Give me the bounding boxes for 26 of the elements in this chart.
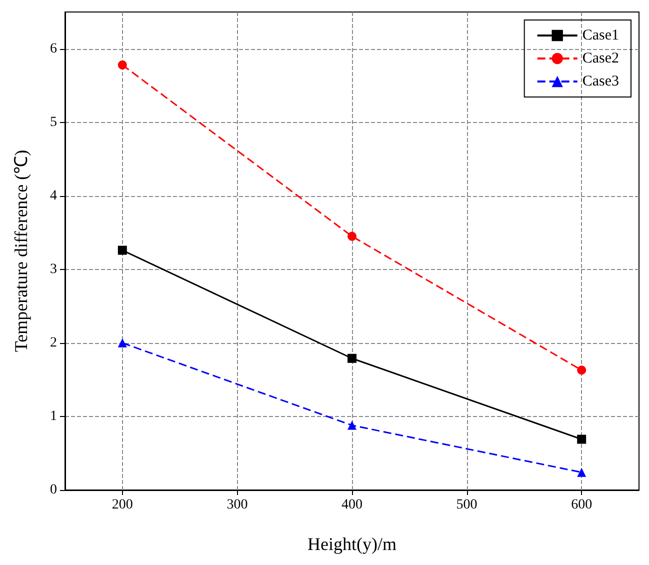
point: [577, 366, 586, 375]
legend-label: Case2: [582, 50, 620, 66]
point: [348, 420, 356, 430]
legend-label: Case1: [582, 28, 620, 44]
y-tick-label: 1: [50, 408, 57, 424]
point: [577, 434, 586, 444]
y-tick-label: 2: [50, 335, 57, 350]
x-tick-label: 400: [342, 498, 362, 512]
x-tick-label: 200: [112, 498, 133, 512]
legend-label: Case3: [582, 74, 620, 90]
y-tick-label: 6: [50, 41, 57, 56]
y-tick-label: 0: [50, 482, 57, 498]
point: [118, 246, 127, 255]
point: [577, 468, 586, 477]
x-tick-label: 300: [226, 498, 248, 512]
point: [348, 354, 356, 363]
y-tick-label: 5: [50, 114, 57, 130]
x-tick-label: 500: [456, 498, 478, 512]
x-axis-title: Height(y)/m: [308, 534, 396, 554]
y-axis-title: Temperature difference (℃): [11, 150, 31, 352]
point: [348, 232, 356, 241]
y-tick-label: 4: [50, 188, 57, 204]
y-tick-label: 3: [50, 262, 57, 277]
x-tick-label: 600: [571, 498, 592, 512]
point: [118, 338, 127, 348]
point: [118, 60, 127, 70]
